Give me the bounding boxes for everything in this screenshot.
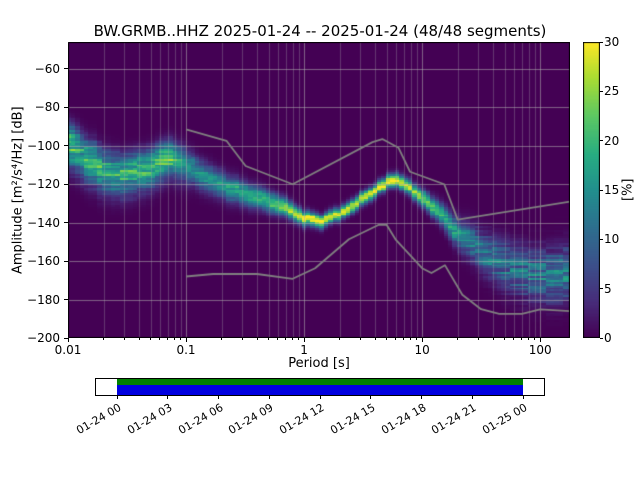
x-minor-tick-mark: [492, 338, 494, 340]
x-tick-label: 0.01: [54, 343, 82, 357]
x-minor-tick-mark: [457, 338, 459, 340]
y-tick-label: −160: [27, 254, 60, 269]
x-minor-tick-mark: [339, 338, 341, 340]
timeline-coverage-blue: [117, 385, 523, 395]
x-minor-tick-mark: [374, 338, 376, 340]
colorbar-tick-mark: [600, 189, 603, 191]
x-minor-tick-mark: [123, 338, 125, 340]
colorbar: [583, 42, 600, 338]
colorbar-tick-label: 30: [604, 35, 620, 49]
x-tick-mark: [67, 338, 69, 342]
x-minor-tick-mark: [167, 338, 169, 340]
x-minor-tick-mark: [221, 338, 223, 340]
colorbar-tick-label: 15: [604, 183, 620, 197]
y-tick-mark: [64, 183, 68, 185]
colorbar-tick-label: 10: [604, 232, 620, 247]
colorbar-tick-label: 25: [604, 84, 620, 99]
x-minor-tick-mark: [256, 338, 258, 340]
plot-title: BW.GRMB..HHZ 2025-01-24 -- 2025-01-24 (4…: [93, 22, 547, 40]
x-minor-tick-mark: [174, 338, 176, 340]
y-tick-mark: [64, 145, 68, 147]
timeline-tick-mark: [319, 396, 321, 399]
y-tick-label: −120: [27, 177, 60, 192]
colorbar-tick-mark: [600, 337, 603, 339]
x-minor-tick-mark: [416, 338, 418, 340]
x-minor-tick-mark: [159, 338, 161, 340]
y-tick-mark: [64, 106, 68, 108]
x-minor-tick-mark: [103, 338, 105, 340]
timeline-tick-mark: [167, 396, 169, 399]
x-minor-tick-mark: [521, 338, 523, 340]
x-axis-label: Period [s]: [288, 356, 350, 371]
timeline-tick-mark: [218, 396, 219, 399]
x-tick-label: 100: [528, 343, 552, 357]
colorbar-tick-mark: [600, 140, 603, 142]
y-tick-mark: [64, 337, 68, 339]
x-minor-tick-mark: [241, 338, 243, 340]
timeline-tick-mark: [421, 396, 422, 399]
x-minor-tick-mark: [403, 338, 405, 340]
ppsd-heatmap: [68, 42, 570, 338]
y-tick-mark: [64, 222, 68, 224]
x-minor-tick-mark: [386, 338, 388, 340]
x-minor-tick-mark: [359, 338, 361, 340]
y-tick-mark: [64, 260, 68, 262]
y-tick-label: −200: [27, 331, 60, 345]
timeline-tick-mark: [471, 396, 473, 399]
x-minor-tick-mark: [277, 338, 279, 340]
x-minor-tick-mark: [513, 338, 515, 340]
colorbar-tick-mark: [600, 41, 603, 43]
colorbar-tick-mark: [600, 288, 603, 290]
x-minor-tick-mark: [285, 338, 287, 340]
colorbar-tick-label: 20: [604, 133, 620, 148]
y-tick-label: −180: [27, 292, 60, 307]
x-tick-label: 10: [414, 343, 430, 357]
x-minor-tick-mark: [477, 338, 479, 340]
x-tick-mark: [185, 338, 187, 342]
x-minor-tick-mark: [534, 338, 536, 340]
x-tick-label: 1: [300, 343, 308, 357]
x-minor-tick-mark: [395, 338, 397, 340]
x-minor-tick-mark: [410, 338, 412, 340]
colorbar-tick-label: 5: [604, 281, 612, 296]
x-tick-mark: [303, 338, 305, 342]
x-minor-tick-mark: [504, 338, 506, 340]
timeline-box: [95, 378, 545, 396]
x-minor-tick-mark: [298, 338, 300, 340]
timeline-tick-mark: [268, 396, 270, 399]
x-minor-tick-mark: [150, 338, 151, 340]
x-tick-mark: [421, 338, 423, 342]
y-tick-mark: [64, 299, 68, 301]
x-tick-mark: [539, 338, 541, 342]
timeline-tick-mark: [522, 396, 524, 399]
colorbar-tick-mark: [600, 238, 603, 240]
x-minor-tick-mark: [138, 338, 140, 340]
x-minor-tick-mark: [292, 338, 294, 340]
y-tick-label: −100: [27, 138, 60, 153]
x-minor-tick-mark: [528, 338, 530, 340]
y-tick-label: −60: [34, 61, 60, 76]
timeline-coverage-green: [117, 379, 523, 385]
y-tick-label: −80: [34, 100, 60, 115]
y-tick-mark: [64, 68, 68, 70]
colorbar-tick-mark: [600, 90, 603, 92]
x-minor-tick-mark: [180, 338, 182, 340]
timeline-tick-mark: [116, 396, 118, 399]
colorbar-tick-label: 0: [604, 331, 612, 345]
x-tick-label: 0.1: [176, 343, 196, 357]
y-tick-label: −140: [27, 215, 60, 230]
x-minor-tick-mark: [268, 338, 270, 340]
timeline-tick-mark: [370, 396, 372, 399]
